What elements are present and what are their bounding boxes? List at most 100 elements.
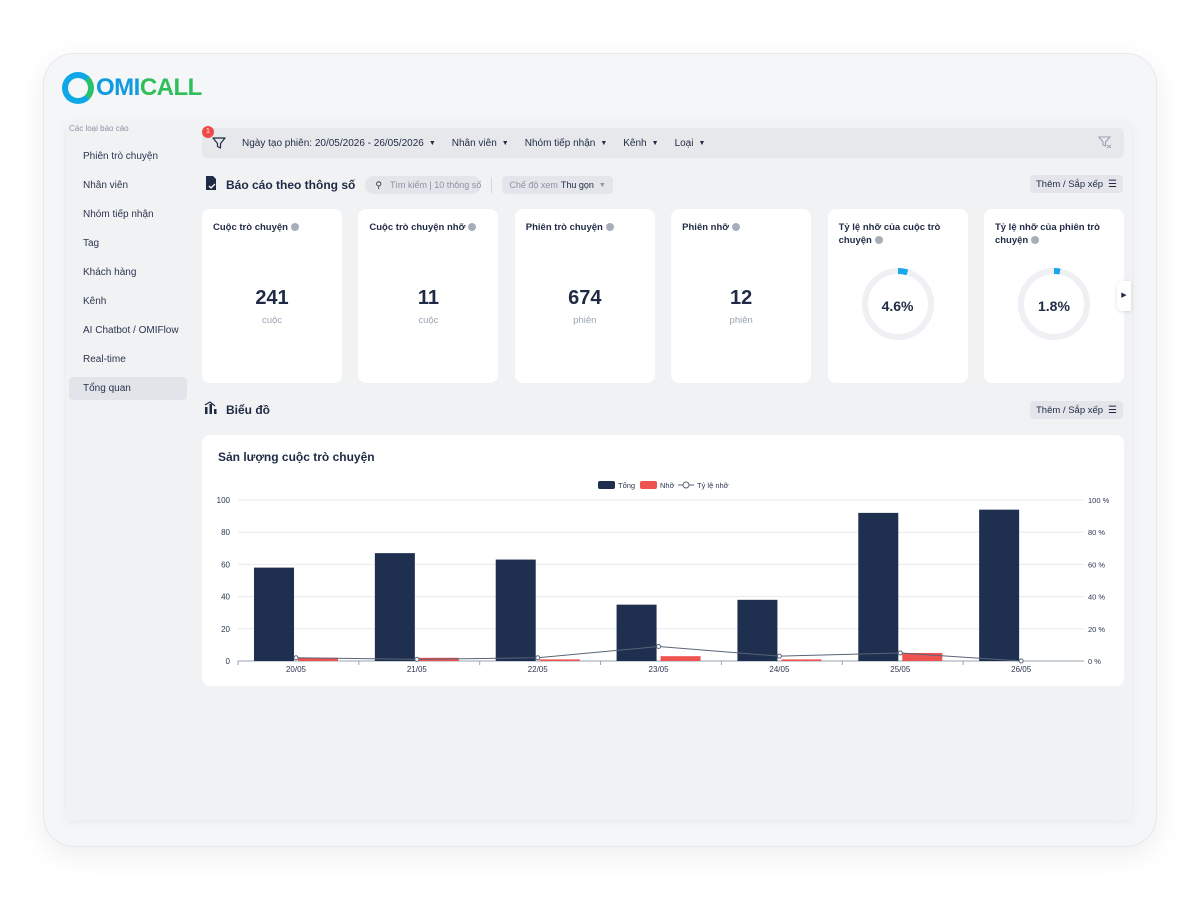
filter-count-badge: 1	[202, 126, 214, 138]
rate-value: 4.6%	[881, 298, 914, 314]
channel-filter-label: Kênh	[623, 137, 647, 149]
kpi-row: Cuộc trò chuyện 241 cuộc Cuộc trò chuyện nh…	[202, 209, 1124, 383]
y2-tick-label: 80 %	[1088, 528, 1105, 537]
parameter-search-input[interactable]: ⚲ Tìm kiếm | 10 thông số	[365, 176, 482, 194]
view-mode-select[interactable]: Chế độ xem Thu gọn ▼	[502, 176, 613, 194]
volume-chart: 0 0 % 20 20 % 40 40 % 60 60 % 80 80 % 100 100 % 20/0…	[217, 481, 1110, 674]
clear-filter-icon[interactable]	[1097, 135, 1112, 152]
chart-add-sort-button[interactable]: Thêm / Sắp xếp ☰	[1030, 401, 1124, 419]
kpi-value: 12	[730, 287, 753, 309]
rate-point	[897, 650, 903, 656]
legend-label-total: Tổng	[618, 481, 635, 490]
rate-point	[656, 644, 662, 650]
sidebar-item-customers[interactable]: Khách hàng	[83, 267, 137, 278]
bar-total	[979, 509, 1020, 661]
sidebar-item-sessions[interactable]: Phiên trò chuyện	[83, 151, 159, 162]
caret-down-icon: ▼	[651, 139, 659, 147]
report-add-sort-button[interactable]: Thêm / Sắp xếp ☰	[1030, 175, 1124, 193]
sidebar-item-overview[interactable]: Tổng quan	[69, 377, 187, 400]
kpi-card: Cuộc trò chuyện 241 cuộc	[202, 209, 342, 383]
sidebar-item-tag[interactable]: Tag	[83, 238, 100, 249]
kpi-title: Cuộc trò chuyện nhỡ	[369, 222, 466, 233]
bar-missed	[298, 657, 338, 661]
bar-total	[858, 512, 899, 661]
info-icon[interactable]	[1031, 236, 1040, 244]
sidebar-item-realtime[interactable]: Real-time	[83, 354, 126, 365]
y2-tick-label: 0 %	[1088, 657, 1101, 666]
y-tick-label: 80	[221, 528, 230, 537]
kpi-title: Phiên nhỡ	[682, 222, 730, 233]
y-tick-label: 0	[226, 657, 231, 666]
sidebar-item-groups[interactable]: Nhóm tiếp nhận	[83, 209, 154, 220]
rate-title: Tỷ lệ nhỡ của phiên trò chuyện	[994, 222, 1100, 246]
add-sort-label: Thêm / Sắp xếp	[1036, 404, 1104, 416]
y-tick-label: 60	[221, 560, 230, 569]
bar-total	[495, 559, 536, 661]
kpi-unit: phiên	[573, 315, 597, 326]
x-tick-label: 20/05	[286, 665, 307, 674]
y-tick-label: 20	[221, 625, 230, 634]
type-filter-label: Loại	[674, 137, 694, 149]
caret-down-icon: ▼	[428, 139, 436, 147]
x-tick-label: 25/05	[890, 665, 911, 674]
group-filter[interactable]: Nhóm tiếp nhận ▼	[525, 138, 608, 149]
logo-text-omi: OMI	[96, 74, 140, 101]
sidebar-item-ai-chatbot[interactable]: AI Chatbot / OMIFlow	[83, 325, 179, 336]
info-icon[interactable]	[732, 223, 741, 231]
kpi-unit: phiên	[729, 315, 753, 326]
x-tick-label: 26/05	[1011, 665, 1032, 674]
next-arrow-icon[interactable]: ▶	[1117, 281, 1131, 311]
chart-section-header: Biểu đồ	[204, 399, 270, 421]
info-icon[interactable]	[290, 223, 299, 231]
caret-down-icon: ▼	[501, 139, 509, 147]
bar-total	[616, 604, 657, 661]
rate-ring	[1017, 268, 1090, 340]
bar-total	[254, 567, 294, 661]
caret-down-icon: ▼	[600, 139, 608, 147]
info-icon[interactable]	[468, 223, 477, 231]
bar-missed	[902, 652, 943, 661]
kpi-value: 241	[255, 287, 289, 309]
sort-icon: ☰	[1108, 404, 1118, 416]
filter-bar: 1 Ngày tạo phiên: 20/05/2026 - 26/05/202…	[202, 126, 1124, 158]
rate-point	[776, 653, 782, 659]
y2-tick-label: 40 %	[1088, 593, 1105, 602]
report-section-header: Báo cáo theo thông số ⚲ Tìm kiếm | 10 th…	[204, 174, 613, 196]
type-filter[interactable]: Loại ▼	[675, 138, 706, 149]
channel-filter[interactable]: Kênh ▼	[623, 138, 658, 149]
legend-label-missed: Nhỡ	[660, 481, 675, 490]
caret-down-icon: ▼	[698, 139, 706, 147]
kpi-unit: cuộc	[418, 315, 439, 326]
sidebar-caption: Các loại báo cáo	[69, 124, 129, 133]
chart-section-icon	[204, 400, 218, 420]
kpi-value: 674	[568, 287, 602, 309]
y-tick-label: 40	[221, 593, 230, 602]
filter-icon[interactable]: 1	[202, 126, 226, 150]
legend-label-rate: Tỷ lệ nhỡ	[697, 481, 729, 490]
staff-filter[interactable]: Nhân viên ▼	[452, 138, 509, 149]
date-filter[interactable]: Ngày tạo phiên: 20/05/2026 - 26/05/2026 ▼	[242, 138, 436, 149]
kpi-title: Phiên trò chuyện	[525, 222, 603, 233]
sidebar-item-channels[interactable]: Kênh	[83, 296, 107, 307]
x-tick-label: 22/05	[528, 665, 549, 674]
rate-ring	[861, 268, 934, 340]
sidebar-item-staff[interactable]: Nhân viên	[83, 180, 129, 191]
legend-marker-rate	[682, 481, 690, 489]
legend-swatch-total	[598, 481, 615, 489]
search-placeholder: Tìm kiếm | 10 thông số	[389, 180, 482, 190]
sidebar: Các loại báo cáo Phiên trò chuyện Nhân vi…	[66, 124, 190, 400]
rate-title: Tỷ lệ nhỡ của cuộc trò chuyện	[838, 222, 941, 246]
y2-tick-label: 100 %	[1088, 496, 1110, 505]
rate-card: Tỷ lệ nhỡ của cuộc trò chuyện 4.6%	[827, 209, 968, 383]
sort-icon: ☰	[1108, 178, 1118, 190]
kpi-value: 11	[417, 287, 439, 309]
info-icon[interactable]	[874, 236, 883, 244]
view-mode-value: Thu gọn	[560, 180, 594, 190]
kpi-card: Phiên nhỡ 12 phiên	[671, 209, 812, 383]
bar-total	[737, 599, 778, 661]
info-icon[interactable]	[605, 223, 614, 231]
omicall-logo: OMICALL	[62, 72, 202, 104]
bar-missed	[539, 659, 580, 661]
divider	[491, 177, 493, 193]
legend-swatch-missed	[640, 481, 657, 489]
